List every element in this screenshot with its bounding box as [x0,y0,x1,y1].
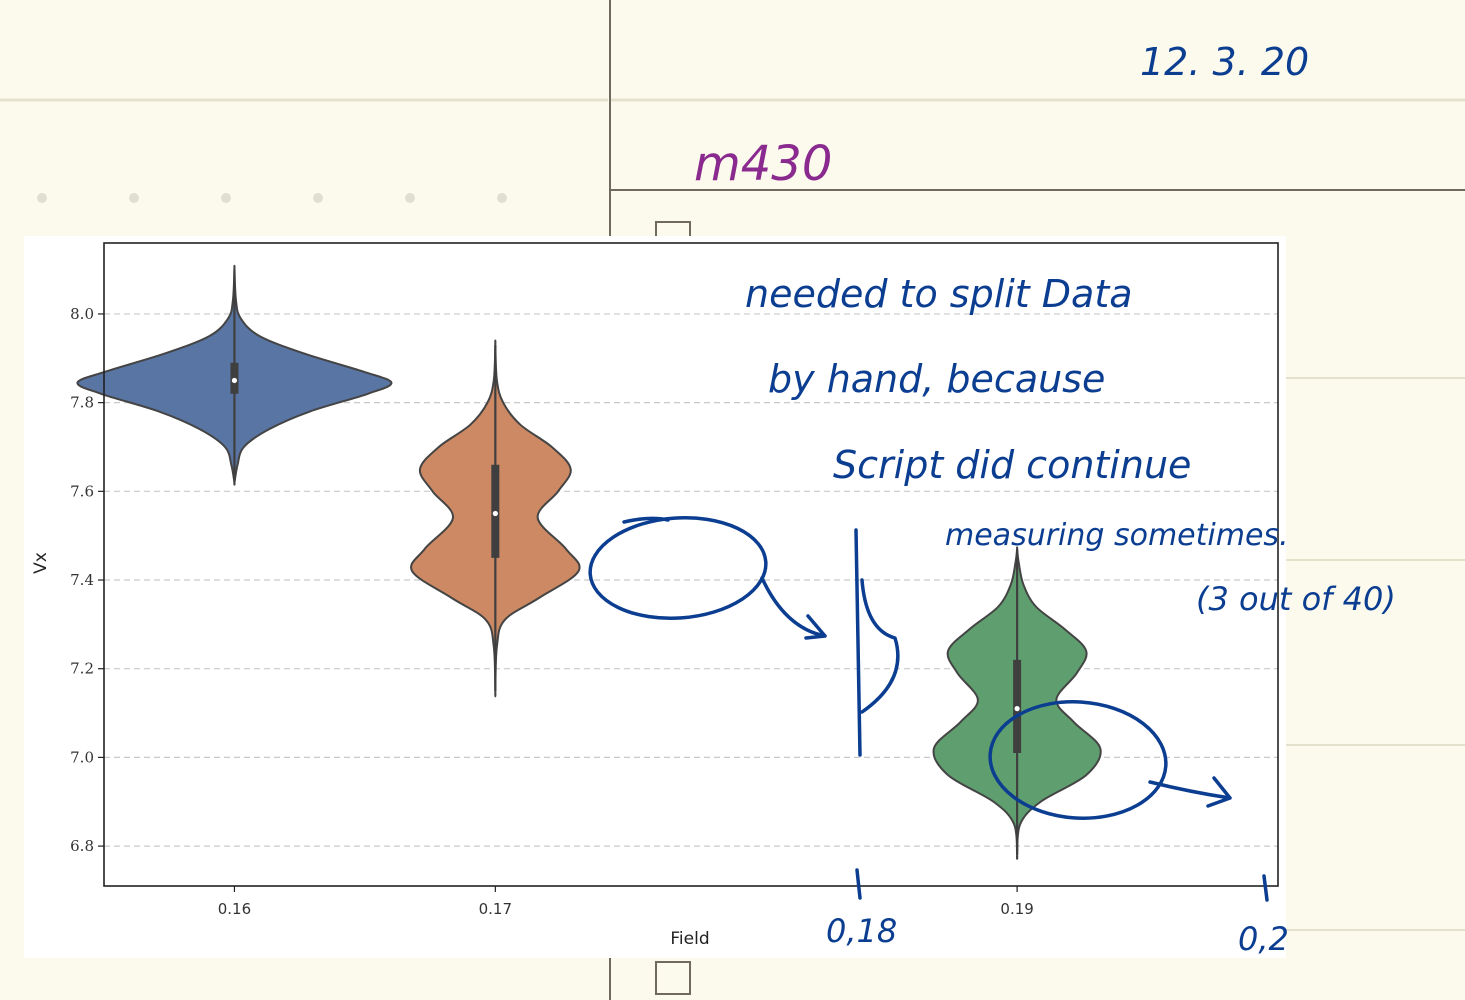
x-tick-label: 0.16 [218,900,251,918]
y-tick-label: 7.0 [70,748,94,766]
violin-median [1014,706,1020,712]
y-tick-label: 7.4 [70,571,94,589]
x-tick-label: 0.17 [479,900,512,918]
chart-card: 6.8 7.0 7.2 7.4 7.6 7.8 8.0 0.16 0.17 0.19 Vx Fi… [24,236,1286,958]
x-axis-label: Field [670,929,709,949]
y-axis: 6.8 7.0 7.2 7.4 7.6 7.8 8.0 [70,305,104,855]
y-tick-label: 7.6 [70,482,94,500]
violin-median [492,510,498,517]
y-tick-label: 8.0 [70,305,94,323]
x-axis: 0.16 0.17 0.19 [218,886,1034,918]
checkbox[interactable] [655,961,691,995]
violin-median [231,377,238,384]
x-tick-label: 0.19 [1000,900,1033,918]
plot-frame [103,242,1279,887]
violin-chart: 6.8 7.0 7.2 7.4 7.6 7.8 8.0 0.16 0.17 0.19 Vx Fi… [31,242,1279,949]
violins [76,264,1102,860]
y-tick-label: 6.8 [70,837,94,855]
y-tick-label: 7.8 [70,394,94,412]
y-tick-label: 7.2 [70,660,94,678]
y-axis-label: Vx [31,552,51,574]
dot-row [37,193,507,203]
